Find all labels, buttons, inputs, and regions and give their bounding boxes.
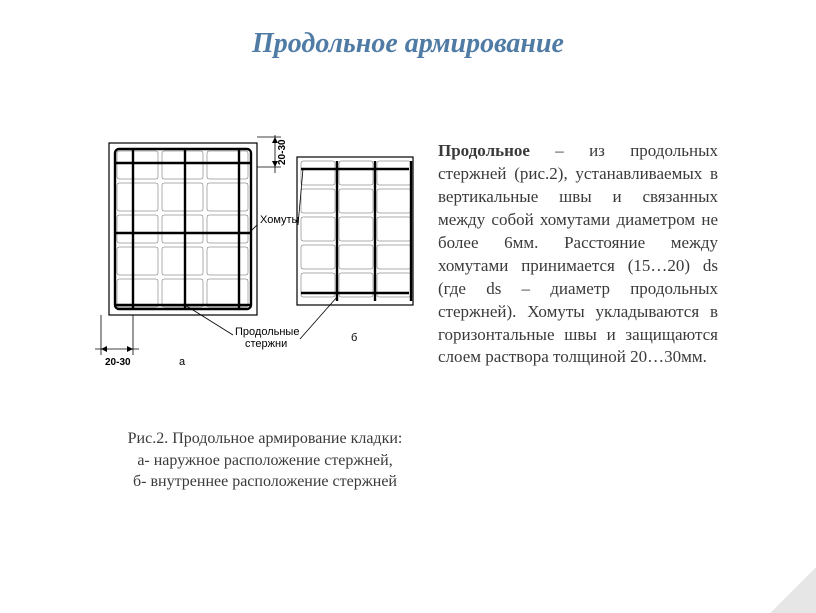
caption-line2: а- наружное расположение стержней, [110, 450, 420, 472]
svg-text:20-30: 20-30 [105, 357, 131, 368]
figure-caption: Рис.2. Продольное армирование кладки: а-… [110, 428, 420, 493]
body-paragraph: Продольное – из продольных стержней (рис… [438, 140, 718, 369]
page-title: Продольное армирование [0, 28, 816, 60]
caption-line1: Рис.2. Продольное армирование кладки: [110, 428, 420, 450]
svg-text:б: б [351, 332, 357, 344]
body-lead: Продольное [438, 141, 530, 160]
svg-text:Продольные: Продольные [235, 326, 299, 338]
svg-text:стержни: стержни [245, 338, 287, 350]
page-curl-icon [770, 567, 816, 613]
svg-text:а: а [179, 356, 186, 368]
diagram-figure: 20-30 20-30 Хомуты Продольныестержни а б [95, 135, 435, 395]
svg-text:20-30: 20-30 [277, 139, 288, 165]
diagram-svg: 20-30 20-30 Хомуты Продольныестержни а б [95, 135, 435, 395]
svg-text:Хомуты: Хомуты [260, 214, 300, 226]
caption-line3: б- внутреннее расположение стержней [110, 471, 420, 493]
title-text: Продольное армирование [252, 28, 564, 59]
body-rest: – из продольных стержней (рис.2), устана… [438, 141, 718, 366]
